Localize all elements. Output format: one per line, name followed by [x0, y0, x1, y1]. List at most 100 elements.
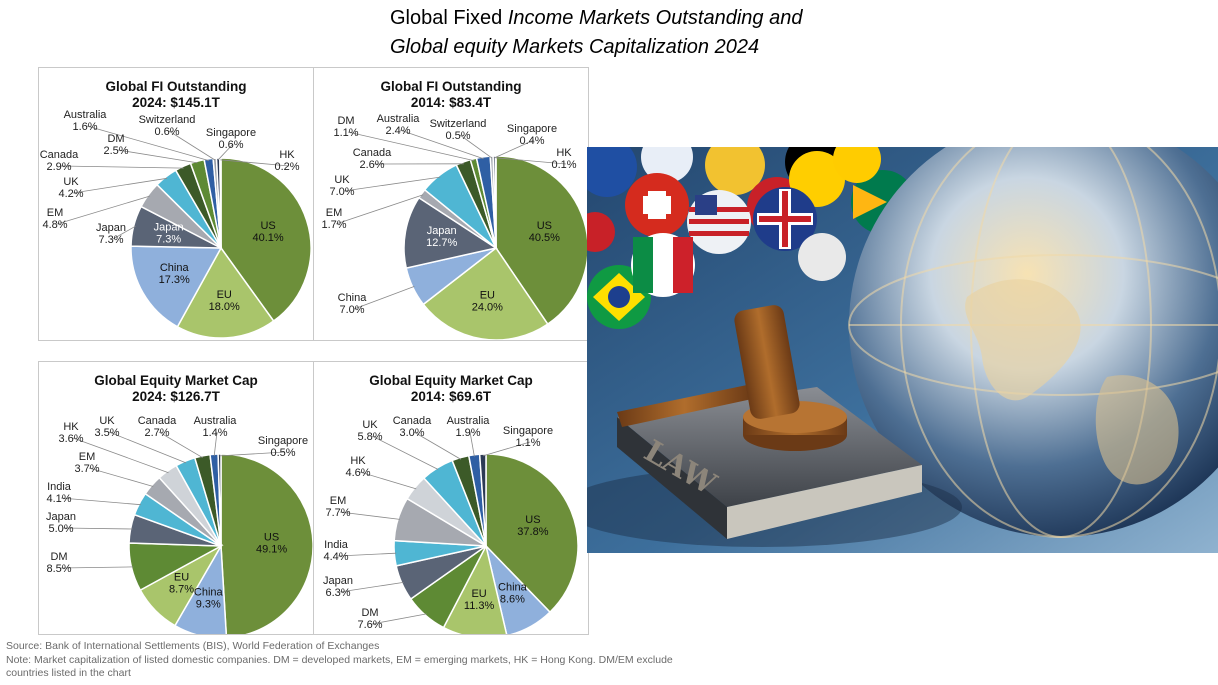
slice-label-value: 7.7%	[325, 507, 350, 519]
slice-label-value: 0.6%	[154, 126, 179, 138]
pie-slice-eu	[442, 543, 508, 634]
slice-label-value: 7.3%	[156, 234, 181, 246]
chart-title-line: Global Equity Market Cap	[369, 373, 533, 388]
slice-label-value: 9.3%	[196, 599, 221, 611]
slice-label-value: 1.7%	[321, 219, 346, 231]
leader-line	[459, 134, 493, 159]
book-pages	[727, 465, 922, 539]
slice-label-value: 3.7%	[74, 463, 99, 475]
leader-line	[339, 511, 400, 520]
flag-balls	[587, 147, 915, 329]
cross-icon	[643, 196, 671, 214]
slice-label-name: Canada	[353, 147, 392, 159]
triangle	[853, 185, 887, 219]
pie-svg: US40.5%EU24.0%Japan12.7%HK0.1%Singapore0…	[321, 113, 588, 340]
fi-2024-pie-chart: Global FI Outstanding 2024: $145.1T US 40…	[38, 67, 314, 341]
slice-label-value: 5.0%	[48, 523, 73, 535]
slice-label-name: UK	[63, 176, 79, 188]
slice-label-value: 4.4%	[323, 551, 348, 563]
slice-label-name: EM	[79, 451, 96, 463]
leader-line	[339, 582, 404, 593]
slice-label-value: 0.6%	[218, 139, 243, 151]
slice-label-value: 2.6%	[359, 159, 384, 171]
leader-line	[60, 566, 134, 569]
stripe	[689, 219, 749, 224]
slice-label-em: EM7.7%	[325, 495, 400, 520]
slice-label-hk: HK0.1%	[495, 147, 577, 171]
slice-label-name: Singapore	[206, 127, 256, 139]
slice-label-value: 2.5%	[103, 145, 128, 157]
slice-label-name: Canada	[138, 415, 177, 427]
continent-shape	[1095, 375, 1179, 485]
chart-title-line: Global Equity Market Cap	[94, 373, 258, 388]
leader-line	[347, 131, 474, 161]
leader-line	[158, 431, 203, 459]
page-title-line1-italic: Income Markets Outstanding and	[507, 7, 803, 29]
slice-label-name: India	[47, 481, 72, 493]
slice-label-name: Australia	[377, 113, 421, 125]
chart-title: Global Equity Market Cap 2014: $69.6T	[314, 373, 588, 405]
slice-label-value: 3.0%	[399, 427, 424, 439]
slice-label-value: 4.6%	[345, 467, 370, 479]
leader-line	[62, 527, 133, 530]
stripe	[689, 231, 749, 236]
slice-label-value: 8.5%	[46, 563, 71, 575]
band	[673, 237, 693, 293]
pie-slice-eu	[422, 246, 549, 340]
slice-label-hk: HK4.6%	[345, 455, 417, 490]
slice-label-name: US	[537, 220, 552, 232]
pie-svg: US40.1%EU18.0%China17.3%Japan7.3%HK0.2%S…	[40, 109, 312, 339]
slice-label-value: 1.9%	[455, 427, 480, 439]
book-spine	[617, 417, 727, 539]
chart-subtitle-line: 2014: $69.6T	[410, 389, 492, 404]
leader-line	[219, 451, 286, 457]
slice-label-name: Singapore	[507, 123, 557, 135]
slice-label-uk: UK7.0%	[329, 174, 441, 198]
pie-slice-singapore	[478, 453, 487, 547]
slice-label-uk: UK3.5%	[94, 415, 187, 464]
slice-label-value: 37.8%	[517, 526, 548, 538]
slice-label-name: China	[194, 587, 224, 599]
stripe	[689, 207, 749, 212]
page-title-line2: Global equity Markets Capitalization 202…	[390, 36, 760, 58]
slice-label-value: 0.4%	[519, 135, 544, 147]
slice-label-name: India	[324, 539, 349, 551]
leader-line	[371, 613, 427, 625]
note-line: Note: Market capitalization of listed do…	[6, 653, 673, 666]
pie-slice-hk	[494, 155, 497, 249]
leader-line	[56, 195, 150, 225]
slice-label-uk: UK5.8%	[357, 419, 439, 470]
leader-line	[108, 431, 187, 464]
slice-label-name: DM	[337, 115, 354, 127]
leader-line	[60, 165, 184, 169]
slice-label-name: Japan	[154, 222, 184, 234]
gavel-handle-icon	[617, 385, 752, 427]
slice-label-name: EM	[326, 207, 343, 219]
slice-label-name: Switzerland	[139, 114, 196, 126]
slice-label-em: EM4.8%	[42, 195, 150, 231]
slice-label-name: Singapore	[503, 425, 553, 437]
flag-ball-icon	[833, 147, 881, 183]
slice-label-name: EU	[480, 290, 495, 302]
slice-label-name: US	[260, 220, 275, 232]
canton	[695, 195, 717, 215]
slice-label-name: Japan	[323, 575, 353, 587]
pie-svg: US49.1%China9.3%EU8.7%Singapore0.5%Austr…	[46, 415, 313, 634]
leader-line	[220, 159, 290, 167]
slice-label-value: 24.0%	[472, 302, 503, 314]
slice-label-uk: UK4.2%	[58, 176, 168, 200]
slice-label-value: 8.7%	[169, 584, 194, 596]
slice-label-em: EM1.7%	[321, 194, 424, 231]
leader-line	[337, 552, 397, 557]
